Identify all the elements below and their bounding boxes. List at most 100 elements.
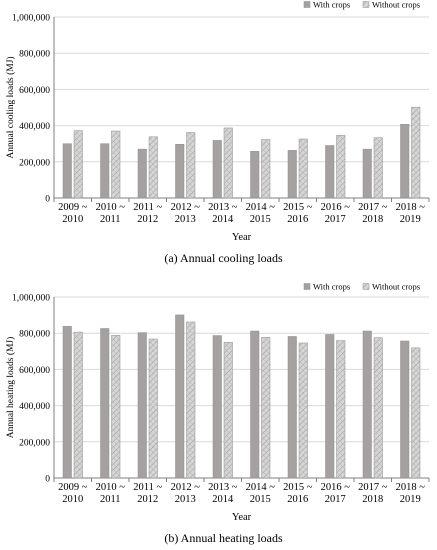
legend-swatch-with-crops (303, 283, 311, 290)
bar-without-crops-crosshatch (411, 107, 420, 198)
bar-without-crops-crosshatch (261, 337, 270, 478)
bar-without-crops-crosshatch (374, 137, 383, 198)
x-tick-label: 2017 (325, 494, 346, 505)
x-tick-label: 2013 (175, 494, 196, 505)
bar-with-crops (62, 143, 72, 199)
y-tick-label: 600,000 (19, 366, 50, 376)
x-tick-label: 2019 (400, 214, 421, 225)
bar-with-crops (212, 335, 222, 479)
x-tick-label: 2014 ~ (246, 482, 276, 493)
x-tick-label: 2018 (362, 494, 383, 505)
x-tick-label: 2010 (62, 494, 83, 505)
x-tick-label: 2011 (100, 214, 121, 225)
bar-without-crops-crosshatch (261, 139, 270, 198)
x-axis-label: Year (232, 512, 252, 523)
bar-without-crops-crosshatch (149, 136, 158, 198)
bar-without-crops-crosshatch (74, 332, 83, 478)
legend-swatch-without-crops (362, 283, 370, 290)
x-tick-label: 2015 ~ (283, 202, 313, 213)
bar-without-crops-crosshatch (299, 138, 308, 198)
bar-with-crops (250, 330, 260, 479)
bar-without-crops-crosshatch (111, 335, 120, 478)
y-tick-label: 1,000,000 (12, 14, 50, 24)
bar-with-crops (175, 314, 185, 479)
bar-with-crops (137, 332, 147, 479)
bar-without-crops-crosshatch (224, 342, 233, 478)
x-tick-label: 2017 ~ (358, 202, 388, 213)
x-tick-label: 2018 (362, 214, 383, 225)
x-tick-label: 2009 ~ (58, 482, 88, 493)
y-tick-label: 400,000 (19, 122, 50, 132)
x-tick-label: 2012 ~ (171, 482, 201, 493)
x-tick-label: 2015 (250, 494, 271, 505)
x-tick-label: 2018 ~ (396, 202, 426, 213)
y-tick-label: 1,000,000 (12, 294, 50, 304)
x-tick-label: 2013 ~ (208, 202, 238, 213)
x-tick-label: 2017 (325, 214, 346, 225)
y-axis-label: Annual cooling loads (MJ) (5, 56, 16, 158)
y-tick-label: 800,000 (19, 50, 50, 60)
legend: With crops Without crops (303, 0, 420, 10)
bar-without-crops-crosshatch (224, 127, 233, 198)
x-tick-label: 2011 (100, 494, 121, 505)
x-tick-label: 2012 (137, 214, 158, 225)
x-tick-label: 2010 ~ (96, 482, 126, 493)
x-tick-label: 2009 ~ (58, 202, 88, 213)
legend-swatch-with-crops (303, 1, 311, 8)
heating-loads-chart: 0 200,000 400,000 600,000 800,000 1,000,000 20… (5, 282, 430, 545)
legend-label-with-crops: With crops (313, 0, 350, 10)
bar-with-crops (100, 328, 110, 479)
x-tick-label: 2012 (137, 494, 158, 505)
x-tick-label: 2014 ~ (246, 202, 276, 213)
bar-without-crops-crosshatch (299, 342, 308, 478)
x-tick-label: 2016 ~ (321, 202, 351, 213)
x-tick-label: 2013 ~ (208, 482, 238, 493)
x-tick-label: 2013 (175, 214, 196, 225)
bar-with-crops (400, 124, 410, 199)
bar-with-crops (287, 150, 297, 199)
bar-without-crops-crosshatch (411, 347, 420, 478)
bar-with-crops (250, 151, 260, 199)
y-tick-label: 600,000 (19, 86, 50, 96)
bar-with-crops (287, 336, 297, 479)
figure-caption: (b) Annual heating loads (164, 531, 283, 545)
legend: With crops Without crops (303, 282, 420, 292)
bar-without-crops-crosshatch (149, 338, 158, 478)
bar-with-crops (325, 145, 335, 199)
y-tick-label: 200,000 (19, 158, 50, 168)
bar-with-crops (362, 330, 372, 479)
bar-with-crops (325, 334, 335, 479)
x-tick-label: 2011 ~ (133, 202, 162, 213)
cooling-loads-chart: 0 200,000 400,000 600,000 800,000 1,000,000 20… (5, 0, 430, 265)
y-axis-label: Annual heating loads (MJ) (5, 337, 16, 439)
x-tick-label: 2016 (287, 214, 308, 225)
bar-with-crops (362, 148, 372, 199)
bar-with-crops (175, 143, 185, 199)
x-tick-label: 2015 ~ (283, 482, 313, 493)
x-tick-label: 2018 ~ (396, 482, 426, 493)
y-tick-label: 800,000 (19, 330, 50, 340)
x-tick-label: 2011 ~ (133, 482, 162, 493)
bar-without-crops-crosshatch (186, 321, 195, 478)
x-tick-label: 2010 (62, 214, 83, 225)
bar-with-crops (62, 326, 72, 479)
bar-with-crops (100, 143, 110, 199)
bar-without-crops-crosshatch (336, 340, 345, 478)
x-tick-label: 2016 (287, 494, 308, 505)
bar-without-crops-crosshatch (111, 131, 120, 198)
x-tick-label: 2012 ~ (171, 202, 201, 213)
bar-without-crops-crosshatch (374, 337, 383, 478)
figure-caption: (a) Annual cooling loads (164, 251, 283, 265)
bar-without-crops-crosshatch (74, 130, 83, 198)
legend-label-without-crops: Without crops (372, 0, 420, 10)
x-tick-label: 2015 (250, 214, 271, 225)
x-tick-label: 2010 ~ (96, 202, 126, 213)
y-tick-label: 400,000 (19, 402, 50, 412)
legend-label-without-crops: Without crops (372, 282, 420, 292)
y-tick-label: 0 (45, 475, 50, 485)
bar-with-crops (137, 148, 147, 199)
x-tick-label: 2014 (212, 494, 234, 505)
x-tick-label: 2014 (212, 214, 234, 225)
bar-with-crops (212, 140, 222, 199)
